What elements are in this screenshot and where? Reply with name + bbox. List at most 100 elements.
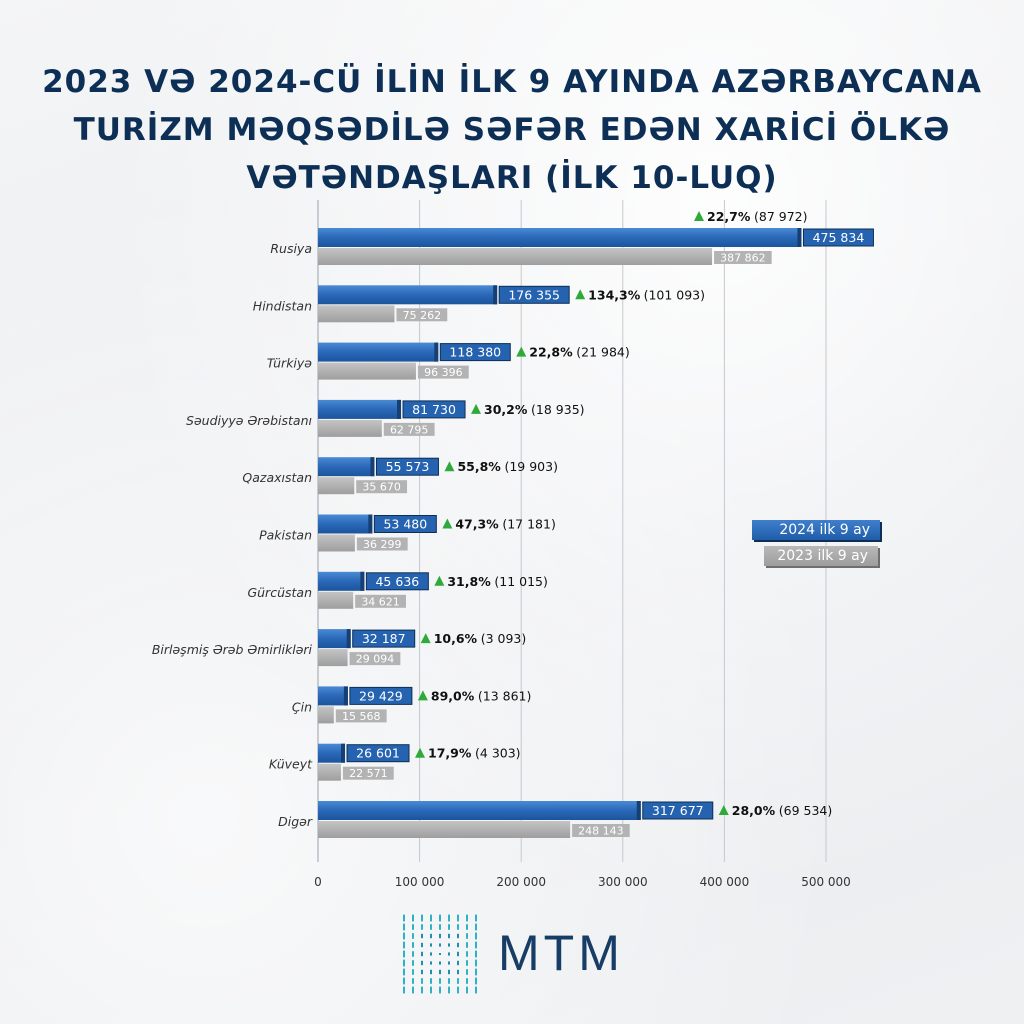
title-line-3: VƏTƏNDAŞLARI (İLK 10-LUQ) bbox=[246, 160, 778, 196]
category-label: Digər bbox=[278, 814, 313, 829]
category-label: Pakistan bbox=[259, 528, 312, 543]
title-line-2: TURİZM MƏQSƏDİLƏ SƏFƏR EDƏN XARİCİ ÖLKƏ bbox=[73, 112, 951, 148]
logo-dot bbox=[421, 960, 423, 966]
logo-dot bbox=[466, 924, 468, 930]
value-box-2023 bbox=[355, 594, 406, 608]
bar-2023 bbox=[318, 419, 382, 437]
mtm-logo: MTM bbox=[398, 912, 638, 996]
bar-2024 bbox=[318, 629, 351, 649]
logo-dot bbox=[439, 961, 441, 965]
growth-percent: 10,6% bbox=[434, 631, 478, 646]
growth-percent: 47,3% bbox=[455, 517, 499, 532]
value-label-2024: 45 636 bbox=[375, 574, 419, 589]
logo-dot bbox=[430, 969, 432, 975]
up-arrow-icon bbox=[415, 747, 426, 758]
growth-absolute: (69 534) bbox=[779, 803, 833, 818]
logo-dot bbox=[412, 914, 414, 922]
value-box-2024 bbox=[498, 285, 570, 304]
value-box-2024 bbox=[642, 801, 714, 820]
logo-dot bbox=[448, 961, 450, 965]
logo-dot bbox=[457, 924, 459, 930]
bar-2024-edge bbox=[493, 285, 498, 305]
value-box-2024 bbox=[352, 629, 416, 648]
bar-2023 bbox=[318, 305, 395, 323]
growth-percent: 134,3% bbox=[588, 287, 641, 302]
value-box-2023 bbox=[396, 308, 448, 322]
x-tick-label: 400 000 bbox=[700, 875, 750, 889]
up-arrow-icon bbox=[417, 690, 428, 701]
logo-dot bbox=[439, 933, 441, 939]
bar-2024 bbox=[318, 801, 641, 820]
value-box-2024 bbox=[373, 515, 437, 533]
bar-2023 bbox=[318, 534, 355, 552]
logo-dot bbox=[403, 941, 405, 949]
logo-dot bbox=[457, 978, 459, 984]
legend-2023: 2023 ilk 9 ay bbox=[764, 546, 878, 566]
logo-dot bbox=[457, 942, 459, 948]
up-arrow-icon bbox=[471, 403, 482, 414]
bar-2023 bbox=[318, 248, 713, 265]
growth-absolute: (19 903) bbox=[504, 459, 558, 474]
bar-2023 bbox=[318, 821, 571, 838]
value-label-2024: 118 380 bbox=[449, 345, 501, 360]
growth-absolute: (18 935) bbox=[531, 402, 585, 417]
value-box-2024 bbox=[346, 744, 410, 763]
value-label-2023: 34 621 bbox=[361, 595, 400, 608]
growth-absolute: (13 861) bbox=[478, 688, 532, 703]
logo-dot bbox=[412, 978, 414, 984]
up-arrow-icon bbox=[434, 575, 445, 586]
growth-percent: 22,8% bbox=[529, 345, 573, 360]
bar-2024 bbox=[318, 399, 402, 419]
logo-dot bbox=[439, 978, 441, 984]
value-label-2023: 35 670 bbox=[362, 481, 401, 494]
bar-2024-edge bbox=[368, 514, 373, 534]
value-label-2023: 22 571 bbox=[349, 767, 388, 780]
logo-dot bbox=[475, 923, 477, 931]
up-arrow-icon bbox=[718, 805, 729, 815]
bar-2024-edge bbox=[346, 629, 351, 649]
logo-dot bbox=[412, 942, 414, 948]
logo-dot bbox=[466, 978, 468, 984]
logo-dot bbox=[430, 943, 432, 947]
logo-dot bbox=[430, 914, 432, 922]
logo-dot bbox=[448, 986, 450, 994]
logo-text: MTM bbox=[498, 925, 624, 981]
value-box-2024 bbox=[349, 686, 413, 705]
growth-absolute: (17 181) bbox=[502, 517, 556, 532]
bar-2024-edge bbox=[343, 686, 348, 706]
category-label: Rusiya bbox=[270, 241, 312, 256]
category-label: Çin bbox=[292, 699, 312, 714]
logo-dot bbox=[466, 914, 468, 922]
logo-dot bbox=[403, 986, 405, 994]
category-label: Hindistan bbox=[253, 298, 312, 313]
value-label-2024: 475 834 bbox=[813, 230, 865, 245]
x-tick-label: 200 000 bbox=[496, 875, 546, 889]
bar-2024 bbox=[318, 457, 375, 477]
value-label-2024: 29 429 bbox=[359, 688, 403, 703]
logo-dot bbox=[448, 933, 450, 939]
logo-dot bbox=[421, 914, 423, 922]
bar-2023 bbox=[318, 706, 334, 724]
legend: 2024 ilk 9 ay 2023 ilk 9 ay bbox=[752, 520, 882, 566]
logo-dot bbox=[448, 969, 450, 975]
logo-dot bbox=[475, 914, 477, 922]
value-box-2023 bbox=[572, 824, 630, 837]
growth-absolute: (101 093) bbox=[644, 287, 705, 302]
up-arrow-icon bbox=[420, 633, 431, 644]
growth-percent: 28,0% bbox=[732, 803, 776, 818]
logo-dot bbox=[403, 959, 405, 967]
logo-dot bbox=[466, 986, 468, 994]
logo-dot bbox=[448, 978, 450, 984]
logo-dot bbox=[457, 951, 459, 957]
growth-absolute: (21 984) bbox=[576, 345, 630, 360]
logo-dot bbox=[403, 923, 405, 931]
value-label-2023: 15 568 bbox=[342, 710, 381, 723]
value-label-2024: 55 573 bbox=[386, 459, 430, 474]
bar-2023 bbox=[318, 591, 354, 609]
logo-dot bbox=[457, 933, 459, 939]
logo-dot bbox=[475, 932, 477, 940]
value-label-2023: 29 094 bbox=[356, 653, 395, 666]
growth-absolute: (4 303) bbox=[475, 746, 521, 761]
logo-dot bbox=[403, 977, 405, 985]
up-arrow-icon bbox=[444, 461, 455, 472]
